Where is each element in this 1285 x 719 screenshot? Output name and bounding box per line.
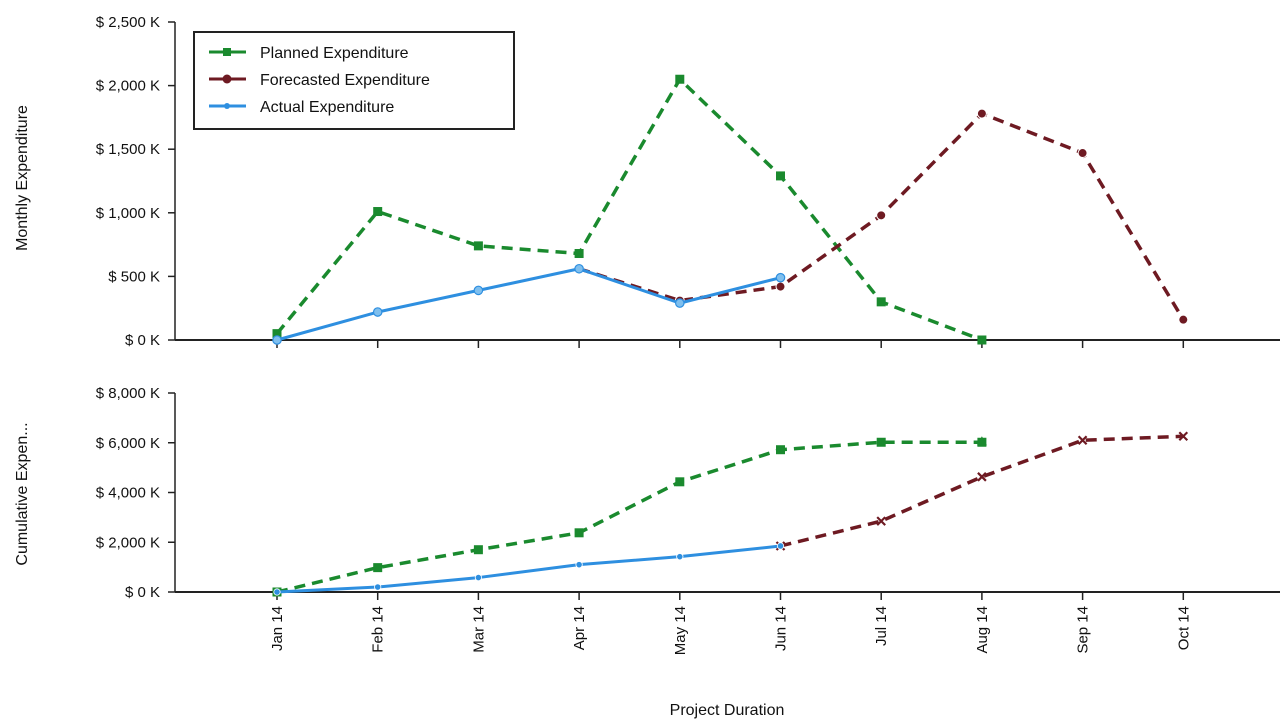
actual-expenditure-point — [575, 561, 583, 569]
x-tick-label: Jan 14 — [269, 606, 286, 651]
x-marker-stroke — [977, 472, 987, 482]
actual-expenditure-point — [273, 588, 281, 596]
y-tick-label: $ 4,000 K — [96, 485, 160, 502]
legend-swatch-marker — [222, 74, 232, 84]
y-tick-label: $ 2,000 K — [96, 534, 160, 551]
actual-expenditure-point — [674, 298, 685, 308]
cumulative-y-axis-title: Cumulative Expen... — [14, 422, 31, 565]
actual-expenditure-point — [374, 583, 382, 591]
forecasted-expenditure-point — [1178, 314, 1189, 325]
legend-box — [193, 31, 515, 130]
x-tick-label: Sep 14 — [1075, 606, 1092, 654]
forecasted-expenditure-point — [775, 281, 786, 292]
actual-expenditure-point — [372, 307, 383, 317]
x-tick-label: Oct 14 — [1175, 606, 1192, 650]
x-tick-label: Jul 14 — [873, 606, 890, 646]
y-tick-label: $ 0 K — [125, 584, 160, 601]
actual-expenditure-line — [276, 544, 781, 594]
legend-item-forecasted-expenditure: Forecasted Expenditure — [209, 72, 430, 89]
forecasted-expenditure-point — [876, 516, 886, 526]
actual-expenditure-point — [473, 285, 484, 296]
legend-swatch-marker — [224, 103, 230, 109]
planned-expenditure-point — [675, 74, 685, 84]
monthly-expenditure-panel: $ 0 K $ 500 K $ 1,000 K $ 1,500 K $ 2,000 K $… — [96, 14, 1280, 349]
forecasted-expenditure-line — [780, 434, 1184, 548]
x-axis-title: Project Duration — [670, 702, 785, 719]
actual-expenditure-point — [676, 553, 684, 561]
actual-expenditure-point — [272, 335, 282, 345]
y-tick-label: $ 6,000 K — [96, 435, 160, 452]
planned-expenditure-end-marker — [976, 436, 987, 446]
forecasted-expenditure-point — [1178, 431, 1189, 442]
x-axis-tick-labels: Jan 14 Feb 14 Mar 14 Apr 14 May 14 Jun 14 Jul … — [269, 606, 1192, 655]
forecasted-expenditure-point — [977, 472, 987, 482]
forecasted-expenditure-point — [976, 108, 987, 119]
legend-label: Forecasted Expenditure — [260, 72, 430, 89]
planned-expenditure-line — [276, 440, 982, 594]
actual-expenditure-point — [776, 542, 785, 550]
y-tick-label: $ 1,500 K — [96, 141, 160, 158]
planned-expenditure-point — [373, 563, 383, 573]
y-tick-label: $ 500 K — [108, 268, 160, 285]
monthly-y-axis-title: Monthly Expenditure — [14, 105, 31, 251]
planned-expenditure-point — [876, 437, 886, 447]
planned-expenditure-point — [876, 297, 886, 307]
forecasted-expenditure-point — [876, 210, 887, 221]
planned-expenditure-point — [977, 335, 987, 345]
x-tick-label: Feb 14 — [370, 606, 387, 653]
planned-expenditure-point — [574, 249, 584, 259]
actual-expenditure-line — [276, 267, 781, 342]
forecasted-expenditure-point — [1077, 148, 1088, 159]
forecasted-expenditure-point — [1077, 435, 1088, 446]
x-tick-label: Mar 14 — [470, 606, 487, 653]
planned-expenditure-point — [776, 171, 785, 181]
actual-expenditure-point — [474, 573, 482, 582]
legend-swatch-marker — [223, 48, 231, 56]
x-tick-label: Jun 14 — [773, 606, 790, 651]
x-tick-label: Aug 14 — [974, 606, 991, 654]
legend-item-actual-expenditure: Actual Expenditure — [209, 99, 394, 116]
y-tick-label: $ 8,000 K — [96, 385, 160, 402]
planned-expenditure-point — [473, 241, 483, 251]
planned-expenditure-point — [272, 329, 282, 339]
x-tick-label: May 14 — [672, 606, 689, 655]
x-marker-stroke — [1178, 431, 1189, 442]
actual-expenditure-point — [775, 272, 786, 283]
y-tick-label: $ 0 K — [125, 332, 160, 349]
y-tick-label: $ 2,500 K — [96, 14, 160, 31]
planned-expenditure-point — [373, 207, 383, 217]
planned-expenditure-point — [776, 445, 785, 455]
planned-expenditure-point — [574, 528, 584, 538]
legend-label: Planned Expenditure — [260, 45, 409, 62]
x-marker-stroke — [1077, 435, 1088, 446]
cumulative-expenditure-panel: $ 0 K $ 2,000 K $ 4,000 K $ 6,000 K $ 8,000 … — [96, 385, 1280, 601]
x-tick-label: Apr 14 — [571, 606, 588, 650]
x-marker-stroke — [876, 516, 886, 526]
legend: Planned Expenditure Forecasted Expenditur… — [193, 31, 515, 130]
y-tick-label: $ 1,000 K — [96, 205, 160, 222]
planned-expenditure-point — [675, 477, 685, 487]
actual-expenditure-point — [574, 263, 584, 274]
planned-expenditure-point — [473, 545, 483, 555]
legend-label: Actual Expenditure — [260, 99, 394, 116]
legend-item-planned-expenditure: Planned Expenditure — [209, 45, 409, 62]
y-tick-label: $ 2,000 K — [96, 78, 160, 95]
